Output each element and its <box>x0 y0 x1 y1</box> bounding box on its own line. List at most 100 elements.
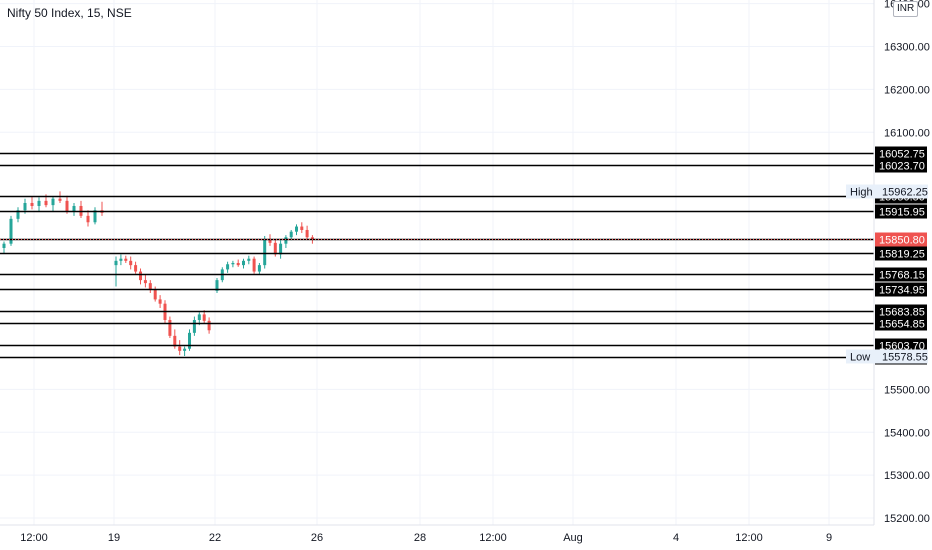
chart-title: Nifty 50 Index, 15, NSE <box>7 6 132 20</box>
candle <box>263 235 267 269</box>
candle <box>279 240 283 259</box>
candle <box>158 295 162 308</box>
candle <box>252 256 256 274</box>
candle <box>183 346 187 356</box>
candle-body <box>72 205 76 212</box>
candle-body <box>93 210 97 223</box>
candle <box>242 258 245 269</box>
level-tag-bg <box>875 246 927 261</box>
candle-body <box>86 215 90 223</box>
candle-body <box>153 289 157 300</box>
currency-badge[interactable]: INR <box>893 1 919 17</box>
candle <box>143 274 147 288</box>
x-tick-label: Aug <box>563 532 583 544</box>
level-tag-label: 15654.85 <box>879 319 925 331</box>
level-tag-bg <box>875 282 927 297</box>
candle-body <box>124 258 128 261</box>
last-price-tag-label: 15850.80 <box>879 235 925 247</box>
low-tag-value: 15578.55 <box>882 352 928 364</box>
high-tag: High 15962.25 <box>846 184 928 199</box>
level-tag: 15768.15 <box>875 267 927 282</box>
candle <box>86 210 90 227</box>
candle-body <box>192 319 196 333</box>
candle-body <box>236 262 240 266</box>
candle <box>93 207 97 225</box>
candle-body <box>247 258 251 261</box>
level-tag-bg <box>875 304 927 319</box>
last-price-tag-bg <box>875 232 927 247</box>
candle <box>289 229 293 241</box>
x-tick-label: 26 <box>311 532 323 544</box>
candle <box>188 329 191 351</box>
candle <box>139 268 142 285</box>
candle-body <box>134 265 138 272</box>
price-axis-labels: 16400.0016300.0016200.0016100.0015500.00… <box>884 0 930 525</box>
candle <box>129 256 133 270</box>
x-tick-label: 9 <box>826 532 832 544</box>
candle-body <box>2 243 6 248</box>
candle-body <box>295 226 298 232</box>
candle <box>9 215 13 246</box>
candle <box>247 255 251 265</box>
candle-body <box>188 332 191 349</box>
level-tag: 15819.25 <box>875 246 927 261</box>
candle-body <box>129 260 133 266</box>
candle <box>231 260 235 268</box>
candle-body <box>173 335 177 347</box>
candle-body <box>44 200 48 206</box>
candle-body <box>231 262 235 265</box>
candle-body <box>30 202 34 206</box>
level-tag-bg <box>875 316 927 331</box>
candle <box>51 196 55 212</box>
y-tick-label: 15200.00 <box>884 513 930 525</box>
candle <box>295 224 298 236</box>
y-tick-label: 15400.00 <box>884 427 930 439</box>
low-tag-name: Low <box>850 352 870 364</box>
level-tag: 16052.75 <box>875 146 927 161</box>
y-tick-label: 15300.00 <box>884 470 930 482</box>
level-tag-label: 15819.25 <box>879 249 925 261</box>
candle-body <box>202 314 206 321</box>
candle-body <box>226 264 230 270</box>
candle <box>257 262 261 275</box>
candle-body <box>37 200 41 206</box>
candle-body <box>257 265 261 272</box>
candle-body <box>215 280 219 291</box>
level-tag: 15915.95 <box>875 204 927 219</box>
candle-body <box>310 237 314 240</box>
candle-body <box>197 314 201 320</box>
level-tag-label: 15734.95 <box>879 285 925 297</box>
candle <box>284 235 288 248</box>
candle-body <box>268 239 272 243</box>
time-axis[interactable] <box>0 525 932 550</box>
candle <box>168 316 172 338</box>
x-tick-label: 19 <box>108 532 120 544</box>
candle-body <box>305 229 309 238</box>
candle <box>124 255 128 263</box>
candle <box>134 261 138 274</box>
candle <box>148 280 152 293</box>
candle <box>226 261 230 273</box>
candle-body <box>9 218 13 244</box>
candle-body <box>58 198 62 201</box>
level-tag-bg <box>875 146 927 161</box>
price-tags: 16052.7516023.7015950.5015915.9515851.00… <box>846 146 928 365</box>
x-tick-label: 12:00 <box>735 532 763 544</box>
candle <box>178 340 182 356</box>
level-tag: 15654.85 <box>875 316 927 331</box>
last-price-tag: 15850.80 <box>875 232 927 247</box>
candle <box>2 241 6 254</box>
candle <box>79 200 83 218</box>
candle <box>65 195 69 214</box>
candle <box>192 316 196 336</box>
candle <box>30 196 34 210</box>
price-axis[interactable] <box>874 0 932 525</box>
candle <box>72 202 76 216</box>
candle-body <box>158 299 162 304</box>
level-lines <box>0 152 874 359</box>
candle <box>300 222 304 233</box>
level-tag: 15734.95 <box>875 282 927 297</box>
candle <box>215 277 219 293</box>
